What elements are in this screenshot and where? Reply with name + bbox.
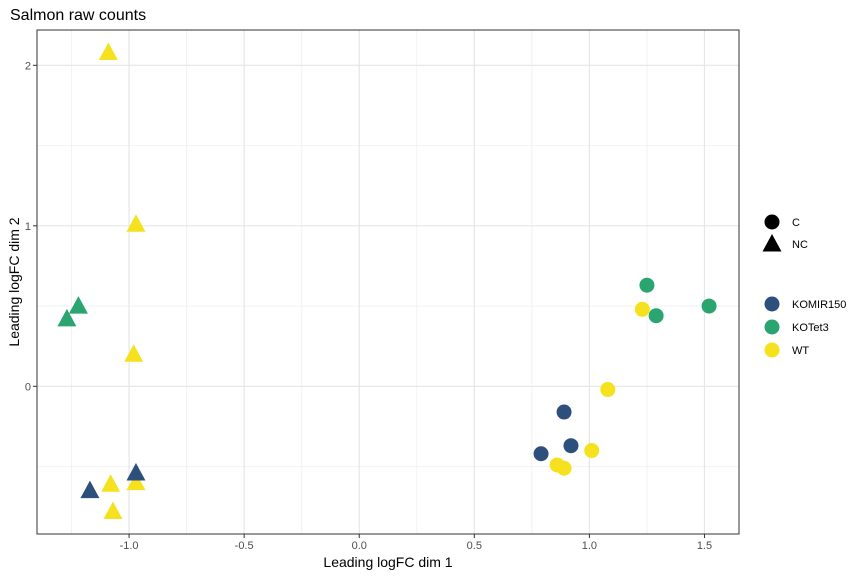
x-tick-label: -0.5 <box>235 540 254 552</box>
data-point <box>563 438 579 454</box>
legend-key-color <box>764 342 780 358</box>
x-tick-label: 0.5 <box>467 540 482 552</box>
data-point <box>648 308 664 324</box>
legend-key-triangle <box>762 234 782 252</box>
plot-panel <box>37 30 739 534</box>
data-point <box>103 501 123 520</box>
data-point <box>126 214 146 232</box>
data-point <box>124 344 144 362</box>
legend-label: NC <box>792 239 808 251</box>
data-point <box>556 460 572 476</box>
x-tick-label: -1.0 <box>120 540 139 552</box>
x-axis-label: Leading logFC dim 1 <box>323 554 452 570</box>
legend-label: KOTet3 <box>792 322 829 334</box>
y-tick-label: 2 <box>25 60 31 72</box>
plot-border <box>36 29 740 535</box>
data-point <box>556 404 572 420</box>
shape-legend: C NC <box>762 214 808 252</box>
y-axis-label: Leading logFC dim 2 <box>6 217 22 346</box>
chart-title: Salmon raw counts <box>10 7 146 24</box>
data-point <box>68 296 88 314</box>
y-tick-label: 1 <box>25 221 31 233</box>
data-point <box>634 301 650 317</box>
data-point <box>98 42 118 60</box>
data-points <box>57 42 717 520</box>
y-axis-ticks: 0 1 2 <box>25 60 37 393</box>
legend-key-color <box>764 319 780 335</box>
x-tick-label: 1.5 <box>697 540 712 552</box>
color-legend: KOMIR150 KOTet3 WT <box>764 296 846 358</box>
x-axis-ticks: -1.0 -0.5 0.0 0.5 1.0 1.5 <box>120 534 712 552</box>
legend-key-color <box>764 296 780 312</box>
data-point <box>533 446 549 462</box>
legend-label: KOMIR150 <box>792 299 846 311</box>
data-point <box>701 298 717 314</box>
data-point <box>584 443 600 459</box>
x-tick-label: 1.0 <box>582 540 597 552</box>
legend-key-circle <box>764 214 780 230</box>
data-point <box>101 474 121 492</box>
data-point <box>126 472 146 491</box>
data-point <box>126 463 146 481</box>
legend-label: WT <box>792 345 809 357</box>
legend-label: C <box>792 217 800 229</box>
x-tick-label: 0.0 <box>352 540 367 552</box>
data-point <box>639 277 655 293</box>
data-point <box>600 382 616 398</box>
y-tick-label: 0 <box>25 381 31 393</box>
data-point <box>57 308 77 327</box>
data-point <box>80 480 100 499</box>
